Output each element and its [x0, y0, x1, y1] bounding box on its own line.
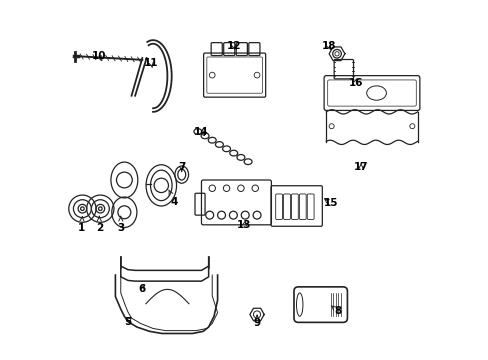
Text: 15: 15	[323, 198, 337, 208]
Text: 10: 10	[92, 51, 106, 61]
Text: 18: 18	[321, 41, 335, 50]
Text: 5: 5	[124, 317, 131, 327]
Text: 4: 4	[168, 190, 178, 207]
Text: 9: 9	[253, 315, 260, 328]
Text: 12: 12	[226, 41, 241, 50]
Text: 11: 11	[144, 58, 158, 68]
Text: 14: 14	[194, 127, 208, 136]
Text: 6: 6	[139, 284, 145, 294]
Text: 16: 16	[348, 78, 362, 88]
Text: 13: 13	[237, 220, 251, 230]
Text: 1: 1	[78, 216, 85, 233]
Text: 8: 8	[330, 306, 341, 316]
Text: 17: 17	[353, 162, 367, 172]
Text: 3: 3	[117, 216, 124, 233]
Text: 2: 2	[96, 216, 102, 233]
Text: 7: 7	[178, 162, 185, 172]
